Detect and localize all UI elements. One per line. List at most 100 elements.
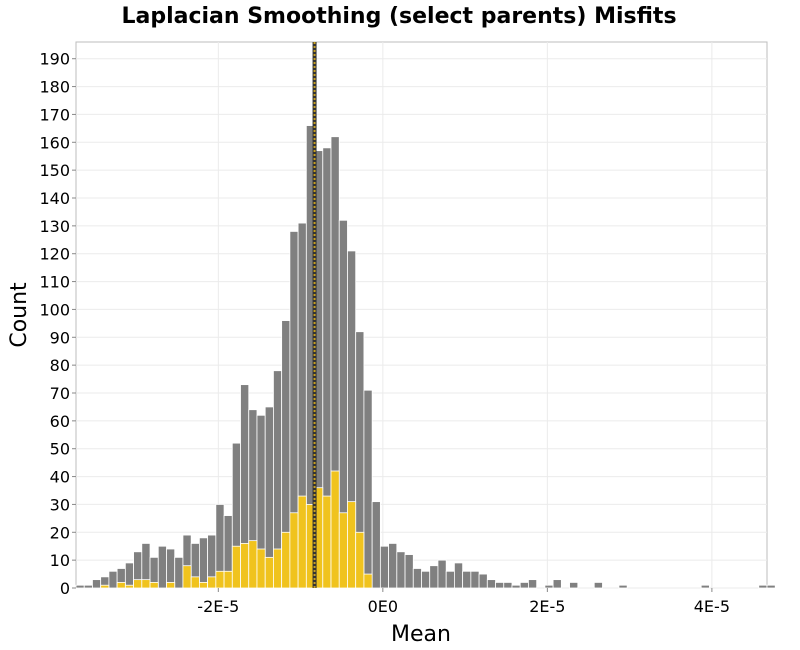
bar bbox=[470, 570, 480, 589]
y-tick-label: 40 bbox=[50, 468, 70, 487]
bar bbox=[231, 545, 241, 589]
y-tick-label: 30 bbox=[50, 495, 70, 514]
bar bbox=[124, 562, 134, 589]
bars-all-series bbox=[75, 125, 776, 589]
bar bbox=[116, 582, 126, 589]
plot-area bbox=[75, 41, 768, 589]
bar bbox=[297, 495, 307, 589]
bar bbox=[429, 565, 439, 589]
bar bbox=[289, 512, 299, 589]
bar bbox=[133, 579, 143, 589]
bar bbox=[281, 531, 291, 589]
bar bbox=[92, 579, 102, 589]
x-tick-label: 2E-5 bbox=[529, 597, 565, 616]
bar bbox=[462, 570, 472, 589]
y-tick-label: 80 bbox=[50, 356, 70, 375]
bar bbox=[264, 556, 274, 589]
bar bbox=[766, 584, 776, 589]
bar bbox=[437, 559, 447, 589]
y-tick-label: 170 bbox=[39, 105, 70, 124]
grid bbox=[76, 42, 767, 589]
bar bbox=[157, 545, 167, 589]
chart-title: Laplacian Smoothing (select parents) Mis… bbox=[121, 4, 676, 29]
bar bbox=[207, 576, 217, 589]
y-tick-label: 100 bbox=[39, 300, 70, 319]
bar bbox=[355, 531, 365, 589]
bar bbox=[379, 545, 389, 589]
bar bbox=[174, 556, 184, 589]
bar bbox=[273, 548, 283, 589]
bar bbox=[495, 582, 505, 589]
bar bbox=[396, 551, 406, 589]
bar bbox=[240, 543, 250, 589]
bar bbox=[593, 582, 603, 589]
bar bbox=[486, 579, 496, 589]
y-tick-label: 160 bbox=[39, 133, 70, 152]
bar bbox=[198, 582, 209, 589]
bar bbox=[404, 554, 414, 589]
y-tick-label: 190 bbox=[39, 50, 70, 69]
y-tick-label: 150 bbox=[39, 161, 70, 180]
bar bbox=[124, 584, 134, 589]
bar bbox=[149, 582, 159, 589]
bar bbox=[552, 579, 562, 589]
y-axis-label: Count bbox=[7, 282, 32, 348]
bar bbox=[100, 584, 110, 589]
bar bbox=[248, 540, 258, 589]
x-tick-label: -2E-5 bbox=[197, 597, 239, 616]
y-tick-label: 0 bbox=[60, 579, 70, 598]
bar bbox=[141, 579, 151, 589]
bar bbox=[511, 584, 521, 589]
y-tick-label: 120 bbox=[39, 245, 70, 264]
bar bbox=[256, 548, 266, 589]
y-tick-label: 140 bbox=[39, 189, 70, 208]
bar bbox=[528, 579, 538, 589]
y-tick-label: 20 bbox=[50, 523, 70, 542]
y-tick-label: 70 bbox=[50, 384, 70, 403]
bar bbox=[338, 512, 348, 589]
bar bbox=[445, 570, 455, 589]
bar bbox=[75, 584, 85, 589]
y-tick-label: 180 bbox=[39, 78, 70, 97]
bar bbox=[322, 495, 332, 589]
bar bbox=[215, 570, 225, 589]
bar bbox=[190, 576, 200, 589]
bar bbox=[503, 582, 513, 589]
y-tick-label: 130 bbox=[39, 217, 70, 236]
bar bbox=[454, 562, 464, 589]
bar bbox=[421, 570, 431, 589]
x-axis-ticks: -2E-5 0E0 2E-5 4E-5 bbox=[197, 588, 730, 616]
bar bbox=[166, 582, 176, 589]
bar bbox=[758, 584, 768, 589]
bar bbox=[108, 570, 118, 589]
y-tick-label: 60 bbox=[50, 412, 70, 431]
bar bbox=[330, 470, 340, 589]
y-tick-label: 110 bbox=[39, 273, 70, 292]
y-tick-label: 10 bbox=[50, 551, 70, 570]
y-tick-label: 50 bbox=[50, 440, 70, 459]
bar bbox=[198, 537, 209, 589]
bar bbox=[347, 501, 357, 589]
bar bbox=[388, 543, 398, 589]
bar bbox=[223, 570, 233, 589]
bar bbox=[182, 565, 192, 589]
bar bbox=[519, 582, 529, 589]
x-tick-label: 0E0 bbox=[368, 597, 398, 616]
bar bbox=[700, 584, 710, 589]
bar bbox=[618, 584, 628, 589]
x-tick-label: 4E-5 bbox=[694, 597, 730, 616]
bar bbox=[371, 501, 381, 589]
bar bbox=[544, 584, 554, 589]
bars-selected-series bbox=[100, 470, 373, 589]
bar bbox=[478, 573, 488, 589]
x-axis-label: Mean bbox=[391, 622, 451, 647]
bar bbox=[363, 389, 373, 589]
y-axis-ticks: 0 10 20 30 40 50 60 70 80 90 100 110 120 130 140 150 160… bbox=[39, 50, 76, 598]
bar bbox=[569, 582, 579, 589]
bar bbox=[363, 573, 373, 589]
bar bbox=[83, 584, 93, 589]
bar bbox=[412, 568, 422, 589]
y-tick-label: 90 bbox=[50, 328, 70, 347]
